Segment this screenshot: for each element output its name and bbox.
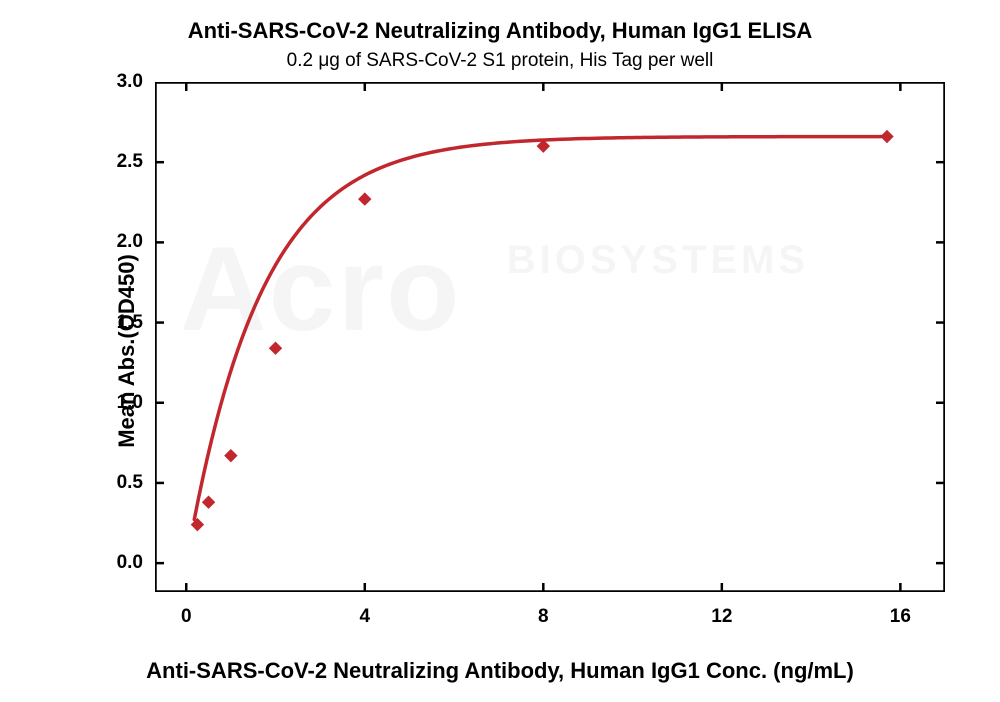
y-tick-label: 2.0: [83, 231, 155, 253]
y-tick-label: 2.5: [83, 151, 155, 173]
y-tick-label: 0.5: [83, 472, 155, 494]
plot-area: 0.00.51.01.52.02.53.00481216: [155, 82, 945, 592]
x-tick-label: 16: [870, 592, 930, 628]
y-tick-label: 3.0: [83, 71, 155, 93]
x-axis-label: Anti-SARS-CoV-2 Neutralizing Antibody, H…: [0, 658, 1000, 684]
y-axis-label: Mean Abs.(OD450): [114, 254, 140, 448]
y-tick-label: 0.0: [83, 552, 155, 574]
chart-title: Anti-SARS-CoV-2 Neutralizing Antibody, H…: [0, 18, 1000, 44]
x-tick-label: 0: [156, 592, 216, 628]
y-tick-label: 1.0: [83, 392, 155, 414]
chart-svg: [155, 82, 945, 592]
y-tick-label: 1.5: [83, 312, 155, 334]
x-tick-label: 8: [513, 592, 573, 628]
chart-subtitle: 0.2 μg of SARS-CoV-2 S1 protein, His Tag…: [0, 50, 1000, 72]
x-tick-label: 12: [692, 592, 752, 628]
figure-container: Anti-SARS-CoV-2 Neutralizing Antibody, H…: [0, 0, 1000, 702]
x-tick-label: 4: [335, 592, 395, 628]
